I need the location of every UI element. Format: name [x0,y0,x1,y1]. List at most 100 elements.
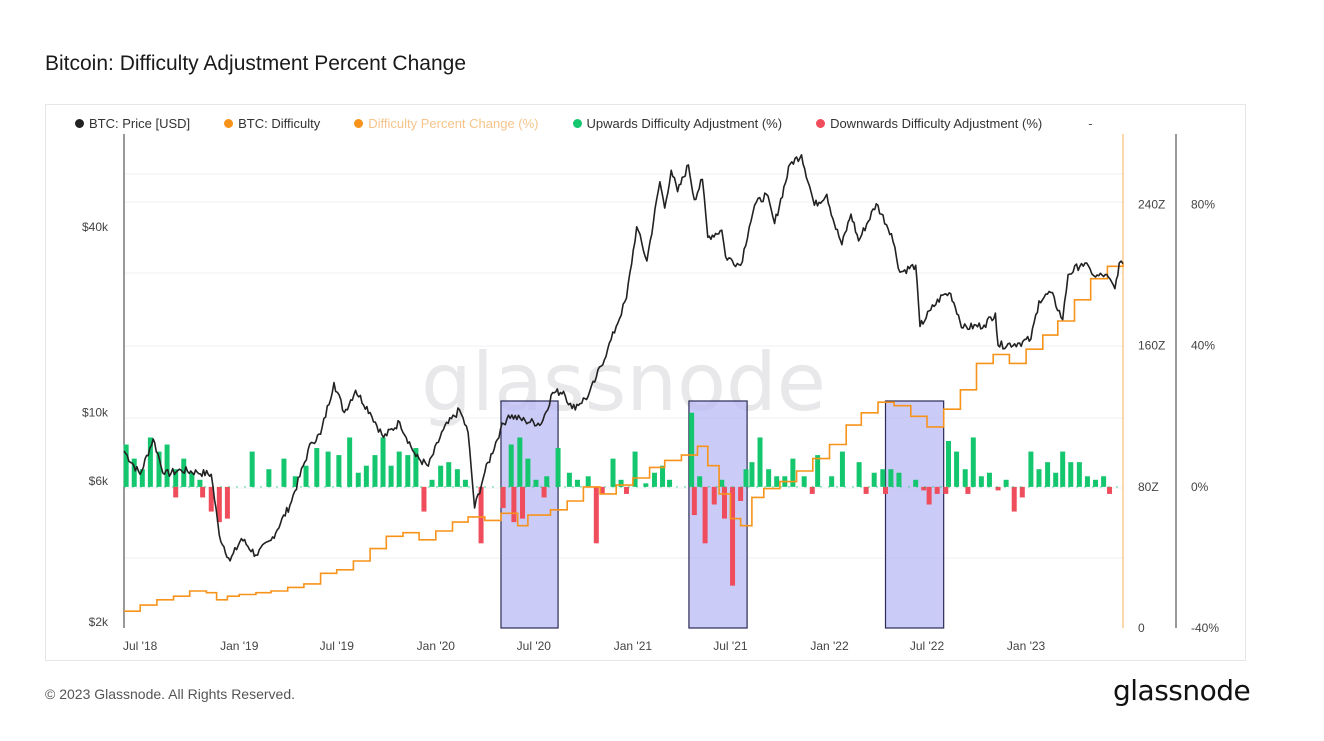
y-left-tick-label: $6k [89,474,109,488]
bar-up [380,437,386,487]
legend-dot-price [75,119,84,128]
bar-up [719,479,725,487]
bar-up [978,476,984,487]
legend-item-downwards[interactable]: Downwards Difficulty Adjustment (%) [816,116,1042,131]
y-mid-tick-label: 160Z [1138,339,1165,353]
bar-up [147,437,153,487]
bar-up [585,476,591,487]
bar-up [1084,476,1090,487]
glassnode-logo[interactable]: glassnode [1113,674,1251,707]
y-mid-tick-label: 240Z [1138,198,1165,212]
bar-up [454,469,460,487]
bar-up [660,465,666,487]
bar-down [721,486,727,519]
bar-down [200,486,206,498]
copyright-footer: © 2023 Glassnode. All Rights Reserved. [45,686,296,702]
bar-up [766,469,772,487]
bar-up [743,469,749,487]
bar-down [173,486,179,498]
bar-up [829,476,835,487]
legend-item-difficulty[interactable]: BTC: Difficulty [224,116,320,131]
bar-up [396,451,402,487]
x-tick-label: Jul '21 [713,639,748,653]
bar-up [871,472,877,487]
x-tick-label: Jul '20 [517,639,552,653]
x-tick-label: Jan '23 [1007,639,1046,653]
bar-down [926,486,932,505]
bar-up [790,458,796,487]
bar-down [500,486,506,509]
bar-up [363,465,369,487]
x-tick-label: Jul '18 [123,639,158,653]
y-right-tick-label: 0% [1191,480,1209,494]
bar-up [517,437,523,487]
bar-up [156,451,162,487]
bar-up [303,465,309,487]
bar-down [208,486,214,512]
bar-down [943,486,949,494]
bar-up [954,451,960,487]
x-tick-label: Jan '20 [417,639,456,653]
bar-up [533,479,539,487]
bar-up [774,476,780,487]
bar-down [593,486,599,544]
bar-up [1028,451,1034,487]
bar-up [1076,462,1082,487]
bar-up [962,469,968,487]
bar-up [610,458,616,487]
legend-item-price[interactable]: BTC: Price [USD] [75,116,190,131]
legend-label-price: BTC: Price [USD] [89,116,191,131]
bar-down [421,486,427,512]
bar-down [478,486,484,544]
bar-up [164,444,170,487]
bar-down [809,486,815,494]
bar-up [139,469,145,487]
bar-up [429,479,435,487]
bar-down [711,486,717,505]
y-right-tick-label: 80% [1191,198,1215,212]
legend-trailing-dash[interactable]: - [1088,116,1093,131]
bar-up [438,465,444,487]
x-tick-label: Jul '19 [320,639,355,653]
chart-title: Bitcoin: Difficulty Adjustment Percent C… [45,52,466,75]
bar-up [1003,479,1009,487]
bar-up [249,451,255,487]
x-tick-label: Jul '22 [910,639,945,653]
bar-up [888,469,894,487]
bar-down [1107,486,1113,494]
highlight-box-3 [884,400,945,629]
legend-dot-downwards [816,119,826,128]
bar-down [1011,486,1017,512]
bar-up [372,455,378,487]
bar-down [738,486,744,501]
bar-up [508,444,514,487]
x-tick-label: Jan '22 [810,639,849,653]
bar-up [856,462,862,487]
bar-up [986,472,992,487]
bar-up [566,472,572,487]
bar-up [1060,451,1066,487]
bar-up [643,483,649,487]
bar-down [863,486,869,494]
legend-item-upwards[interactable]: Upwards Difficulty Adjustment (%) [572,116,782,131]
x-tick-label: Jan '21 [614,639,653,653]
bar-up [689,412,695,487]
bar-up [946,440,952,487]
legend-item-percent-change[interactable]: Difficulty Percent Change (%) [354,116,539,131]
bar-up [388,465,394,487]
bar-up [632,451,638,487]
legend-dot-percent-change [354,119,364,128]
y-right-tick-label: -40% [1191,621,1219,635]
bar-down [691,486,697,516]
bar-down [520,486,526,519]
bar-down [541,486,547,498]
legend: BTC: Price [USD] BTC: Difficulty Difficu… [75,116,1093,131]
legend-dot-upwards [572,119,582,128]
bar-up [697,476,703,487]
bar-down [921,486,927,491]
bar-up [266,469,272,487]
bar-up [413,448,419,487]
bar-up [880,469,886,487]
bar-up [913,479,919,487]
